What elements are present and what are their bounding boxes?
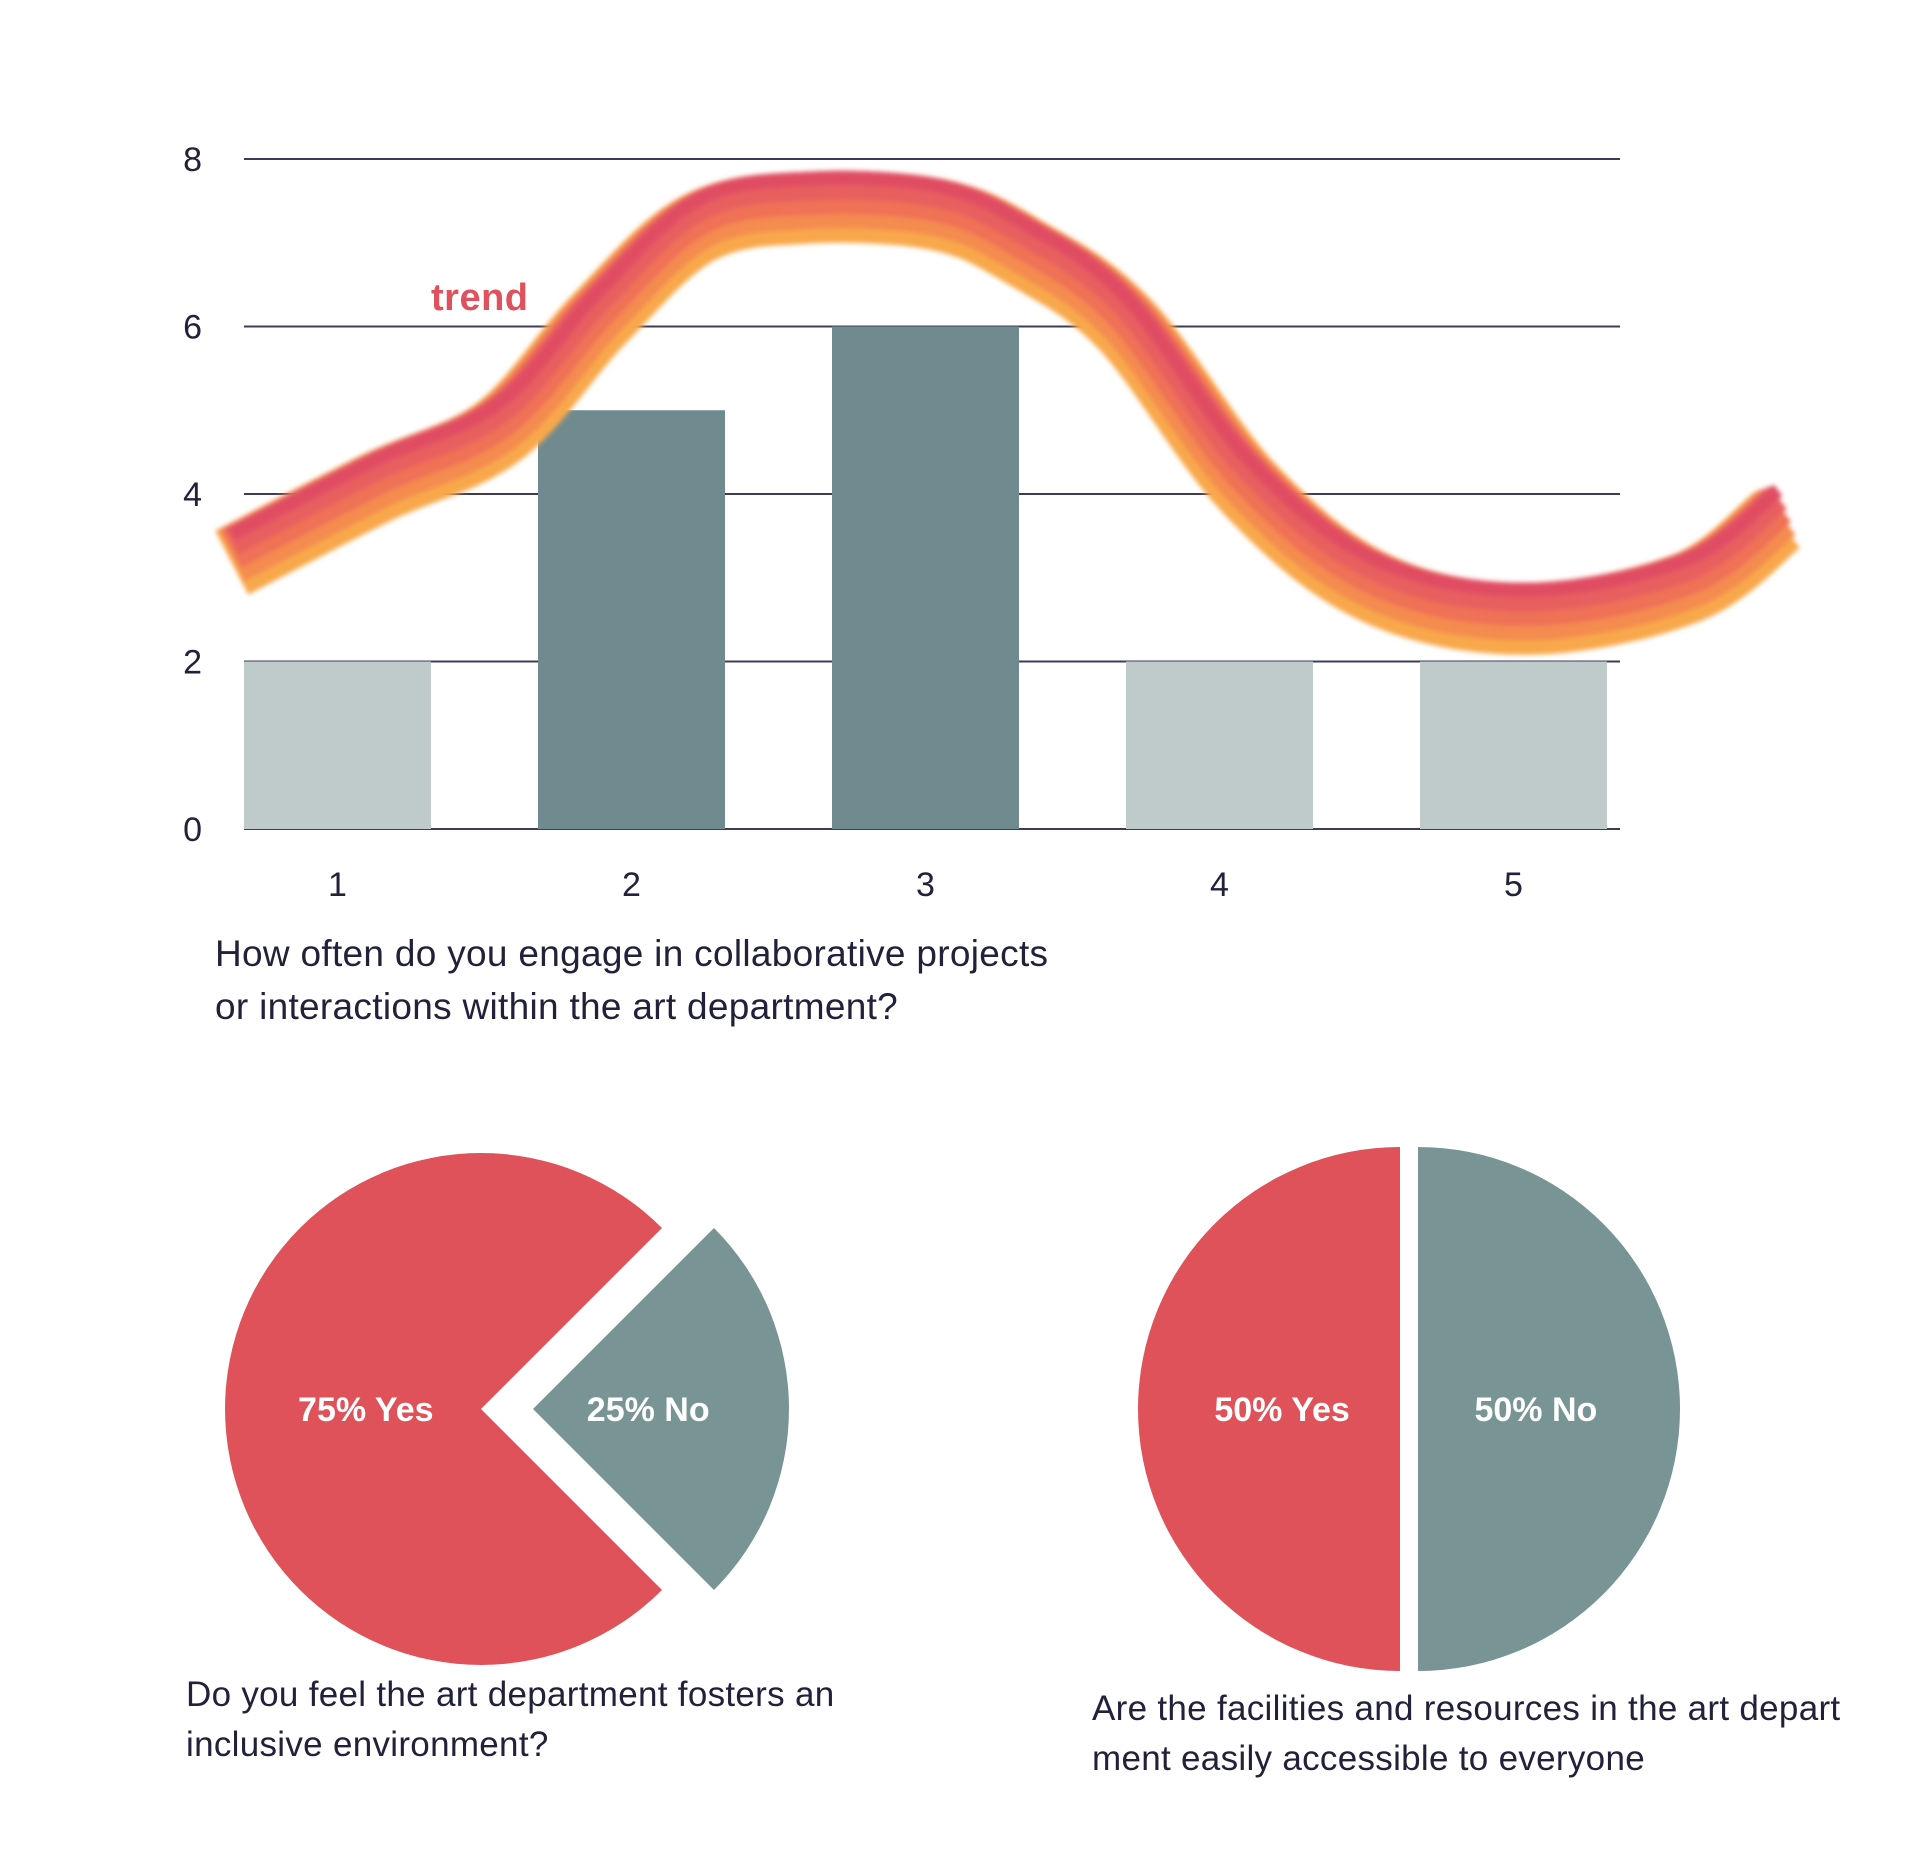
trend-line [215,170,1802,655]
pie-slice-label: 50% Yes [1214,1391,1350,1429]
y-axis-tick-label: 6 [183,309,202,347]
bar-chart-caption: How often do you engage in collaborative… [215,933,1049,1027]
y-axis-tick-label: 0 [183,811,202,849]
bar [244,661,431,829]
pie2-caption: Are the facilities and resources in the … [1092,1689,1841,1778]
pie-slice [1138,1147,1400,1671]
x-axis-tick-label: 2 [622,866,641,904]
bar [1420,661,1607,829]
pie-slice [1418,1147,1680,1671]
pie-slice-label: 75% Yes [298,1391,434,1429]
x-axis-tick-label: 3 [916,866,935,904]
y-axis-tick-label: 2 [183,644,202,682]
pie-slice [225,1153,662,1665]
bar [832,326,1019,829]
trend-label: trend [431,277,529,319]
y-axis-tick-label: 4 [183,476,202,514]
x-axis-tick-label: 1 [328,866,347,904]
y-axis-tick-label: 8 [183,141,202,179]
pie1-caption: Do you feel the art department fosters a… [186,1675,835,1764]
pie-slice-label: 25% No [587,1391,710,1429]
x-axis-tick-label: 4 [1210,866,1229,904]
bar [538,410,725,829]
bar [1126,661,1313,829]
pie-slice [533,1228,789,1590]
pie-slice-label: 50% No [1474,1391,1597,1429]
trend-stroke-layer [228,170,1783,598]
x-axis-tick-label: 5 [1504,866,1523,904]
